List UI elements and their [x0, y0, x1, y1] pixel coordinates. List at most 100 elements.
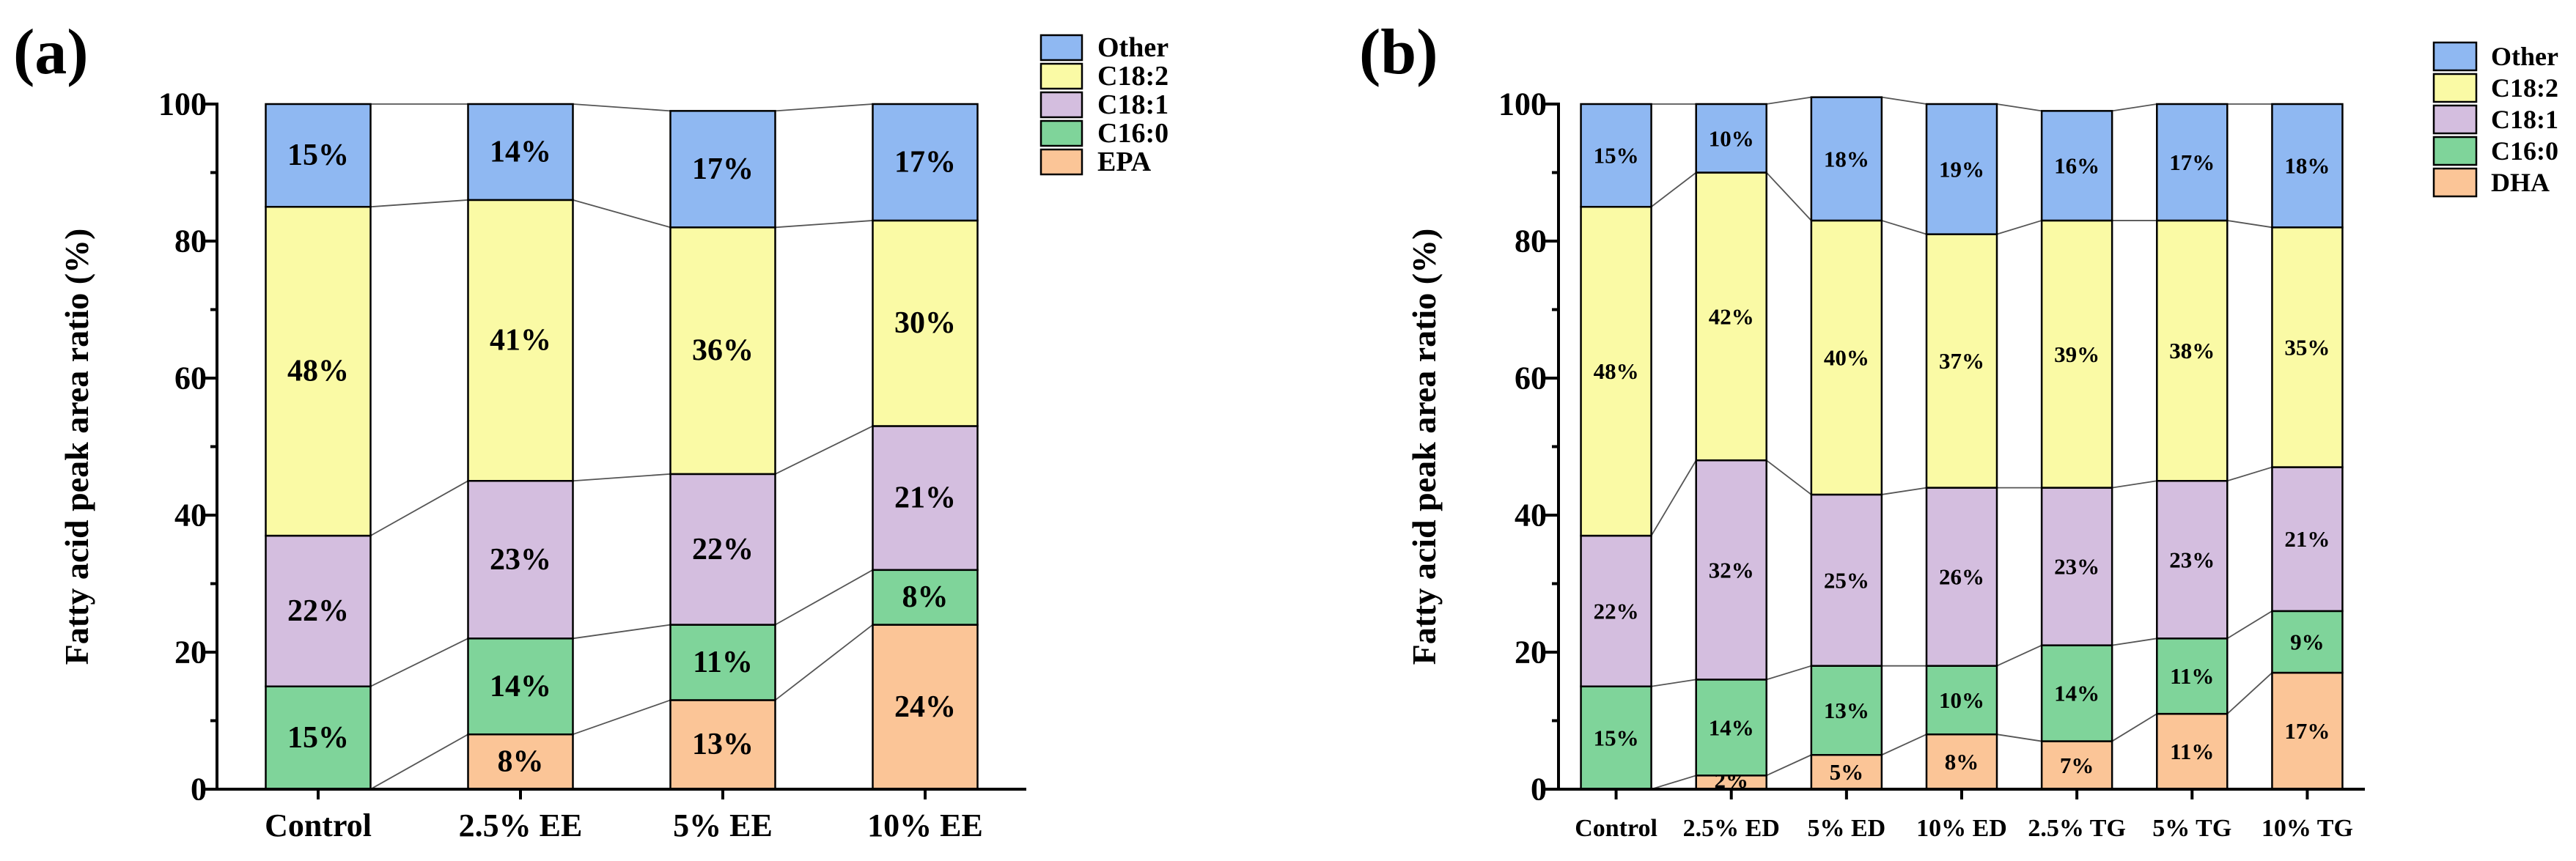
legend-label-dha: DHA	[2491, 168, 2550, 197]
bar-c18-2-control	[265, 206, 372, 537]
legend-swatch-epa	[1039, 148, 1083, 176]
legend-label-epa: EPA	[1097, 147, 1152, 177]
bar-c16-0-2-5-tg	[2040, 644, 2113, 742]
bar-c16-0-5-ee	[669, 624, 776, 701]
bar-c18-1-10-ed	[1925, 487, 1998, 667]
data-label: 38%	[2169, 338, 2215, 363]
data-label: 9%	[2290, 629, 2325, 654]
data-label: 10%	[1709, 125, 1754, 151]
data-label: 10%	[1939, 687, 1984, 713]
bar-other-5-ee	[669, 110, 776, 229]
panel-label: (b)	[1359, 17, 1438, 88]
legend-label-other: Other	[2491, 42, 2558, 71]
x-tick-label: 5% TG	[2152, 815, 2231, 842]
data-label: 14%	[1709, 714, 1754, 740]
y-tick-label: 0	[1531, 772, 1547, 808]
y-tick-label: 0	[191, 772, 207, 808]
data-label: 14%	[2054, 681, 2100, 706]
data-label: 35%	[2284, 334, 2330, 360]
legend-label-c18-2: C18:2	[2491, 73, 2558, 103]
legend-swatch-other	[2432, 41, 2478, 72]
connector-line	[1766, 171, 1812, 221]
y-tick-label: 40	[174, 498, 207, 533]
y-tick-label: 60	[174, 361, 207, 396]
connector-line	[1881, 96, 1927, 105]
connector-line	[2227, 466, 2273, 482]
bar-dha-2-5-tg	[2040, 740, 2113, 791]
bar-c16-0-10-ee	[872, 569, 979, 626]
connector-line	[1881, 220, 1927, 235]
bar-other-5-tg	[2156, 103, 2229, 222]
y-tick-label: 80	[174, 223, 207, 259]
connector-line	[370, 480, 468, 536]
y-tick-label: 80	[1515, 223, 1547, 259]
bar-c18-2-2-5-ee	[467, 199, 574, 482]
x-tick-label: 5% ED	[1807, 815, 1885, 842]
connector-line	[1881, 733, 1927, 756]
connector-line	[1766, 96, 1811, 105]
bar-c18-2-5-ed	[1810, 219, 1883, 496]
data-label: 42%	[1709, 303, 1754, 329]
bar-c18-2-2-5-ed	[1695, 171, 1767, 462]
data-label: 32%	[1709, 557, 1754, 583]
connector-line	[2226, 672, 2273, 714]
bar-c18-1-2-5-ee	[467, 480, 574, 640]
connector-line	[1996, 220, 2042, 235]
legend-swatch-dha	[2432, 167, 2478, 198]
connector-line	[1881, 487, 1927, 495]
data-label: 17%	[692, 152, 754, 186]
bar-c18-1-control	[265, 534, 372, 687]
x-tick-label: 10% TG	[2262, 815, 2353, 842]
data-label: 8%	[1945, 749, 1979, 775]
data-label: 23%	[2054, 554, 2100, 580]
connector-line	[370, 733, 468, 790]
connector-line	[1651, 171, 1697, 207]
bar-dha-5-tg	[2156, 712, 2229, 791]
bar-c18-2-5-ee	[669, 226, 776, 476]
data-label: 13%	[692, 728, 754, 761]
data-label: 48%	[287, 355, 349, 388]
bar-epa-5-ee	[669, 699, 776, 791]
connector-line	[2112, 480, 2157, 489]
bar-dha-10-ed	[1925, 733, 1998, 791]
connector-line	[573, 473, 671, 482]
y-tick-label: 100	[1498, 86, 1547, 122]
x-tick-label: 10% ED	[1916, 815, 2007, 842]
data-label: 41%	[490, 324, 551, 358]
x-tick-label: 2.5% EE	[459, 808, 583, 843]
panel-label: (a)	[13, 17, 89, 88]
x-tick-label: 5% EE	[673, 808, 773, 843]
y-tick-label: 20	[174, 635, 207, 670]
data-label: 11%	[693, 646, 753, 679]
data-label: 18%	[2284, 153, 2330, 179]
y-axis-title: Fatty acid peak area ratio (%)	[58, 229, 95, 665]
data-label: 24%	[894, 690, 956, 724]
x-tick-label: 2.5% ED	[1683, 815, 1780, 842]
legend-swatch-other	[1039, 34, 1083, 62]
data-label: 21%	[894, 481, 956, 515]
data-label: 37%	[1939, 348, 1984, 374]
connector-line	[573, 103, 671, 112]
bar-c18-2-2-5-tg	[2040, 219, 2113, 489]
connector-line	[370, 638, 468, 687]
data-label: 23%	[490, 543, 551, 577]
data-label: 16%	[2054, 153, 2100, 179]
bar-c18-1-5-ed	[1810, 493, 1883, 667]
connector-line	[2112, 638, 2157, 646]
connector-line	[1651, 775, 1696, 790]
data-label: 22%	[287, 594, 349, 628]
bar-other-10-tg	[2271, 103, 2344, 229]
data-label: 14%	[490, 670, 551, 703]
bar-c16-0-control	[265, 685, 372, 791]
bar-c18-1-10-tg	[2271, 466, 2344, 613]
connector-line	[1766, 754, 1812, 777]
data-label: 15%	[1594, 143, 1639, 169]
bar-other-control	[1580, 103, 1652, 208]
connector-line	[1766, 459, 1812, 495]
data-label: 17%	[2284, 718, 2330, 744]
data-label: 18%	[1824, 146, 1869, 171]
data-label: 22%	[1594, 598, 1639, 624]
connector-line	[1996, 644, 2042, 667]
connector-line	[1651, 679, 1696, 687]
